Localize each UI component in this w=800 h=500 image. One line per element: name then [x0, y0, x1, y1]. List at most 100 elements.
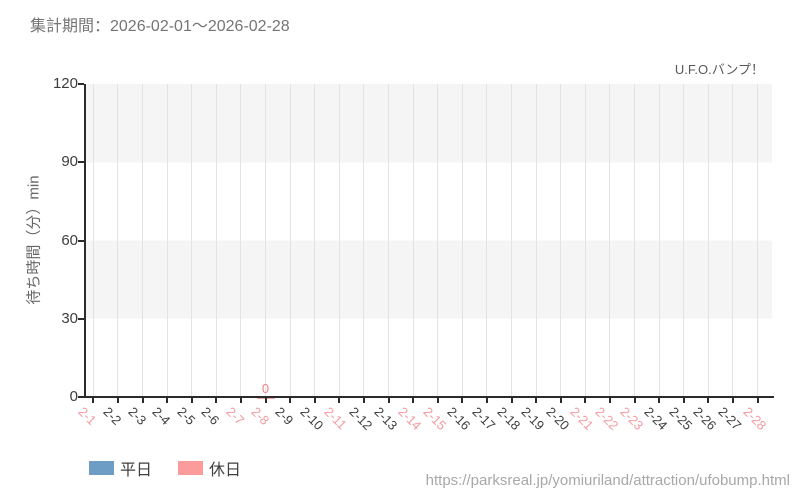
gridline [289, 84, 291, 397]
aggregation-period-title: 集計期間：2026-02-01～2026-02-28 [30, 18, 290, 35]
x-tick [559, 398, 562, 403]
gridline [486, 84, 488, 397]
gridline [215, 84, 217, 397]
gridline [658, 84, 660, 397]
x-tick-label: 2-25 [666, 404, 696, 434]
x-tick [633, 398, 636, 403]
x-axis-line [84, 396, 774, 398]
x-tick-label: 2-14 [395, 404, 425, 434]
x-tick-label: 2-27 [715, 404, 745, 434]
x-tick-label: 2-2 [100, 404, 125, 428]
x-tick [239, 398, 242, 403]
x-tick [264, 398, 267, 403]
x-tick-label: 2-15 [420, 404, 450, 434]
holiday-series-swatch [178, 461, 204, 475]
x-tick [313, 398, 316, 403]
x-tick [116, 398, 119, 403]
y-axis-line [84, 84, 86, 398]
gridline [461, 84, 463, 397]
data-point-value-label: 0 [261, 380, 270, 396]
x-tick [461, 398, 464, 403]
gridline [683, 84, 685, 397]
x-tick-label: 2-28 [739, 404, 769, 434]
gridline [191, 84, 193, 397]
x-tick-label: 2-4 [149, 404, 174, 428]
x-tick-label: 2-20 [543, 404, 573, 434]
x-tick [658, 398, 661, 403]
x-tick-label: 2-11 [321, 404, 351, 433]
x-tick [190, 398, 193, 403]
x-tick-label: 2-22 [592, 404, 622, 434]
x-tick [756, 398, 759, 403]
gridline [314, 84, 316, 397]
y-tick-label: 90 [61, 153, 78, 171]
y-tick [78, 83, 84, 85]
x-tick-label: 2-8 [247, 404, 272, 428]
x-tick-label: 2-21 [567, 404, 597, 434]
y-tick [78, 239, 84, 242]
x-tick-label: 2-1 [75, 404, 100, 428]
gridline [338, 84, 340, 397]
plot-area: 0 [85, 84, 772, 399]
gridline [92, 84, 94, 397]
x-tick [436, 398, 439, 403]
gridline [437, 84, 439, 397]
gridline [166, 84, 168, 397]
x-tick [362, 398, 365, 403]
x-tick [535, 398, 538, 403]
gridline [732, 84, 734, 397]
legend-item-weekday[interactable]: 平日 [89, 456, 152, 480]
gridline [412, 84, 414, 397]
x-tick-label: 2-3 [124, 404, 149, 428]
y-tick [78, 396, 84, 398]
weekday-series-swatch [89, 461, 114, 475]
x-tick [141, 398, 144, 403]
legend-item-holiday[interactable]: 休日 [178, 456, 241, 480]
x-tick [412, 398, 415, 403]
gridline [265, 84, 266, 397]
legend-label-weekday: 平日 [120, 462, 153, 479]
x-tick [289, 398, 292, 403]
gridline [560, 84, 562, 397]
x-tick [510, 398, 513, 403]
gridline [142, 84, 143, 397]
x-tick [215, 398, 218, 403]
x-tick-label: 2-16 [444, 404, 474, 434]
x-tick [608, 398, 611, 403]
gridline [363, 84, 365, 397]
legend: 平日 休日 [89, 456, 241, 480]
x-tick-label: 2-9 [272, 404, 297, 428]
x-tick-label: 2-7 [223, 404, 248, 428]
x-tick [584, 398, 587, 403]
x-tick-label: 2-10 [297, 404, 327, 434]
y-tick [78, 161, 84, 164]
x-tick [731, 398, 734, 403]
x-tick-label: 2-6 [198, 404, 223, 428]
y-tick [78, 317, 84, 320]
x-tick-label: 2-13 [370, 404, 400, 434]
y-tick-label: 0 [69, 388, 78, 405]
y-tick-label: 120 [52, 75, 78, 92]
gridline [240, 84, 242, 397]
x-tick [92, 398, 95, 403]
x-tick-label: 2-23 [616, 404, 646, 434]
x-tick-label: 2-19 [518, 404, 548, 434]
source-url: https://parksreal.jp/yomiuriland/attract… [425, 472, 790, 489]
y-tick-label: 30 [61, 309, 78, 327]
x-tick-label: 2-17 [469, 404, 499, 434]
legend-label-holiday: 休日 [209, 462, 242, 479]
x-tick-label: 2-12 [346, 404, 376, 434]
gridline [388, 84, 389, 397]
gridline [584, 84, 586, 397]
gridline [609, 84, 611, 397]
x-tick-label: 2-5 [174, 404, 198, 428]
gridline [117, 84, 119, 397]
gridline [757, 84, 758, 397]
x-tick [387, 398, 390, 403]
x-tick [707, 398, 710, 403]
x-tick [682, 398, 685, 403]
gridline [634, 84, 635, 397]
x-tick-label: 2-26 [690, 404, 720, 434]
x-tick [338, 398, 341, 403]
gridline [707, 84, 709, 397]
